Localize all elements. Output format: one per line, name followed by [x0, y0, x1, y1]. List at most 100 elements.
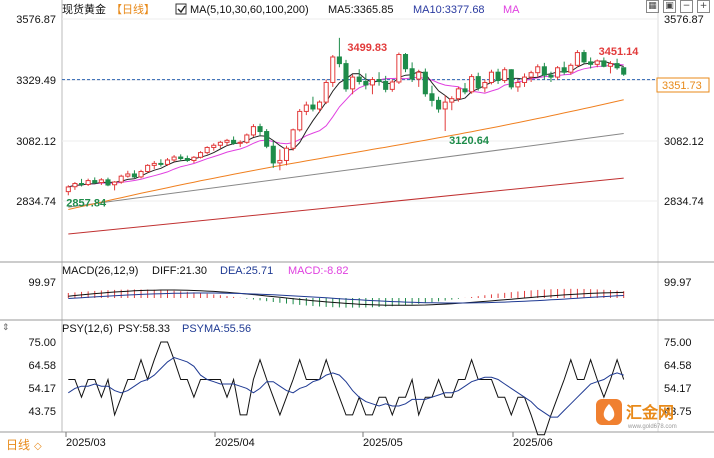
candle-down	[184, 158, 190, 161]
candle-up	[482, 81, 488, 89]
macd-tick-right: 99.97	[664, 277, 692, 289]
candle-up	[125, 173, 131, 177]
candle-up	[244, 134, 250, 143]
period-label: 【日线】	[111, 2, 155, 16]
macd-name: MACD(26,12,9)	[62, 265, 138, 277]
candles	[65, 37, 627, 196]
candle-down	[588, 61, 594, 65]
candle-down	[614, 63, 620, 69]
panel-frames	[0, 0, 714, 433]
psyma-line	[68, 356, 624, 418]
candle-up	[290, 129, 296, 149]
candle-down	[257, 126, 263, 133]
ma100-line	[68, 177, 624, 235]
toolbar-zoom-out-icon[interactable]: −	[680, 0, 693, 13]
ma-more-value: MA	[503, 4, 520, 16]
candle-down	[343, 63, 349, 90]
chart-toolbar: ▦ ▣ − +	[646, 0, 710, 13]
candle-down	[178, 156, 184, 160]
candle-up	[297, 110, 303, 131]
candle-up	[164, 159, 171, 165]
price-tick-right: 3576.87	[664, 14, 704, 26]
watermark-text: 汇金网	[626, 403, 674, 422]
candle-up	[594, 60, 600, 65]
candle-up	[369, 79, 375, 86]
candle-up	[145, 164, 151, 173]
candle-down	[131, 173, 137, 178]
candle-down	[356, 76, 362, 83]
candle-down	[409, 68, 415, 80]
candle-up	[211, 144, 217, 148]
x-tick-label: 2025/05	[363, 437, 403, 449]
psy-line	[68, 341, 625, 436]
x-tick-label: 2025/06	[513, 437, 553, 449]
candle-down	[561, 67, 567, 73]
price-annotation: 3451.14	[599, 46, 640, 58]
price-tick-right: 2834.74	[664, 196, 704, 208]
psy-tick-left: 75.00	[28, 337, 56, 349]
current-price-value: 3351.73	[662, 80, 702, 92]
price-tick-left: 3329.49	[16, 75, 56, 87]
psy-tick-right: 54.17	[664, 383, 692, 395]
candle-up	[389, 81, 395, 90]
period-button[interactable]: 日线	[6, 438, 30, 452]
current-price-tag	[656, 77, 710, 93]
candle-up	[277, 159, 283, 164]
macd-dea: DEA:25.71	[220, 265, 273, 277]
candle-down	[436, 99, 442, 110]
macd-panel: 99.97 99.97	[28, 277, 692, 308]
candle-up	[138, 171, 144, 178]
candle-down	[475, 76, 481, 89]
psy-panel: 75.00 75.00 64.58 64.58 54.17 54.17 43.75 43.75	[28, 337, 692, 436]
candle-up	[442, 101, 448, 110]
candle-up	[118, 175, 124, 183]
toolbar-zoom-in-icon[interactable]: +	[697, 0, 710, 13]
watermark: 汇金网 www.gold678.com	[596, 399, 677, 430]
psy-tick-right: 64.58	[664, 360, 692, 372]
candle-down	[158, 162, 164, 165]
candle-up	[171, 156, 177, 161]
candle-down	[548, 74, 554, 78]
candle-up	[574, 52, 580, 66]
toolbar-fullscreen-icon[interactable]: ▣	[663, 0, 676, 13]
candle-up	[502, 69, 508, 82]
candle-down	[495, 71, 501, 82]
candle-up	[204, 146, 210, 154]
psy-tick-left: 43.75	[28, 406, 56, 418]
candle-up	[72, 183, 78, 188]
ma-params: MA(5,10,30,60,100,200)	[190, 4, 309, 16]
axis-labels: 3576.87 3329.49 3082.12 2834.74 3576.87 3082.…	[16, 14, 704, 449]
candle-down	[231, 139, 237, 144]
candle-up	[303, 104, 309, 112]
ma5-value: MA5:3365.85	[328, 4, 393, 16]
candle-up	[521, 76, 528, 83]
macd-dea-line	[68, 292, 624, 304]
x-tick-label: 2025/03	[66, 437, 106, 449]
resize-handle-icon[interactable]: ⇕	[2, 322, 10, 332]
toolbar-grid-icon[interactable]: ▦	[646, 0, 659, 13]
candle-up	[488, 71, 495, 83]
candle-up	[330, 56, 336, 83]
candle-down	[422, 71, 428, 95]
candle-down	[363, 81, 369, 86]
period-chevron-icon[interactable]: ◇	[34, 441, 42, 452]
candle-up	[250, 126, 256, 136]
candle-up	[469, 76, 475, 93]
x-tick-label: 2025/04	[215, 437, 255, 449]
candle-up	[555, 67, 561, 78]
candle-up	[85, 180, 91, 186]
ma60-line	[68, 132, 624, 208]
candle-up	[224, 139, 230, 143]
candle-down	[429, 93, 435, 101]
candle-down	[621, 67, 627, 75]
price-tick-left: 3082.12	[16, 136, 56, 148]
candle-up	[515, 81, 521, 88]
candle-up	[528, 72, 534, 78]
psyma-value: PSYMA:55.56	[182, 323, 251, 335]
candle-down	[264, 131, 270, 147]
ma-toggle-checkbox[interactable]	[175, 3, 187, 15]
candle-down	[376, 79, 382, 83]
price-annotation: 2857.84	[66, 197, 107, 209]
